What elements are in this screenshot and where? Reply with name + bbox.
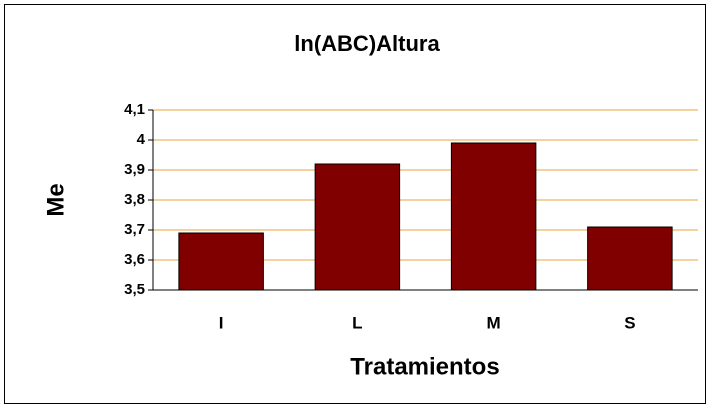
bar bbox=[314, 163, 401, 291]
x-tick-label: M bbox=[487, 313, 501, 332]
x-tick-label: I bbox=[219, 313, 224, 332]
y-tick-label: 3,7 bbox=[124, 221, 145, 238]
x-tick-label: S bbox=[624, 313, 635, 332]
y-tick-label: 4,1 bbox=[124, 101, 145, 118]
y-tick-label: 3,6 bbox=[124, 251, 145, 268]
y-tick-label: 3,9 bbox=[124, 161, 145, 178]
y-axis-label: Me bbox=[42, 183, 69, 216]
y-tick-label: 3,5 bbox=[124, 281, 145, 298]
y-tick-label: 4 bbox=[137, 131, 146, 148]
bar bbox=[178, 232, 264, 291]
x-axis-label: Tratamientos bbox=[350, 353, 499, 380]
x-tick-label: L bbox=[352, 313, 362, 332]
y-tick-label: 3,8 bbox=[124, 191, 145, 208]
bar bbox=[450, 142, 537, 291]
chart-title: ln(ABC)Altura bbox=[294, 31, 440, 56]
bar bbox=[587, 226, 673, 291]
